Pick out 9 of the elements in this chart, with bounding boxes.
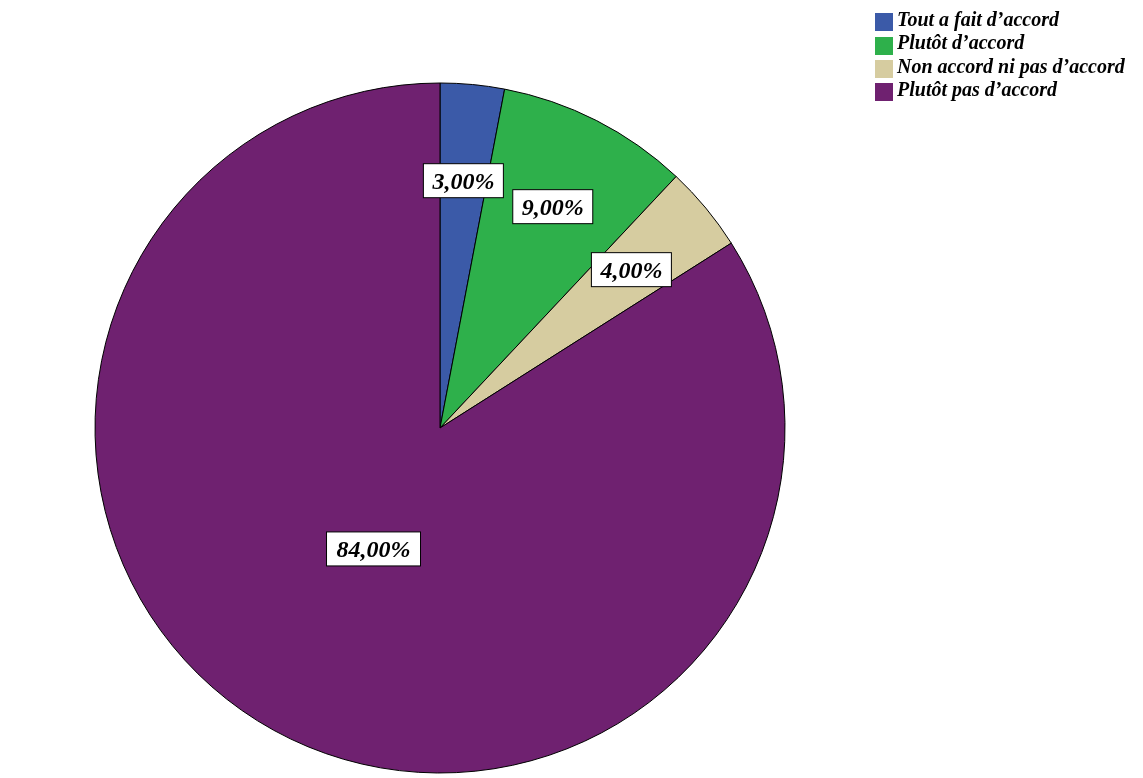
data-label: 3,00%: [431, 167, 495, 194]
legend-label: Plutôt pas d’accord: [897, 78, 1057, 100]
pie-slice: [94, 82, 786, 774]
legend-label: Non accord ni pas d’accord: [897, 54, 1125, 77]
data-label: 9,00%: [521, 193, 584, 220]
legend-label: Plutôt d’accord: [897, 31, 1025, 54]
legend-label: Tout a fait d’accord: [897, 8, 1060, 30]
data-label: 84,00%: [336, 535, 411, 562]
data-label: 4,00%: [599, 256, 663, 283]
